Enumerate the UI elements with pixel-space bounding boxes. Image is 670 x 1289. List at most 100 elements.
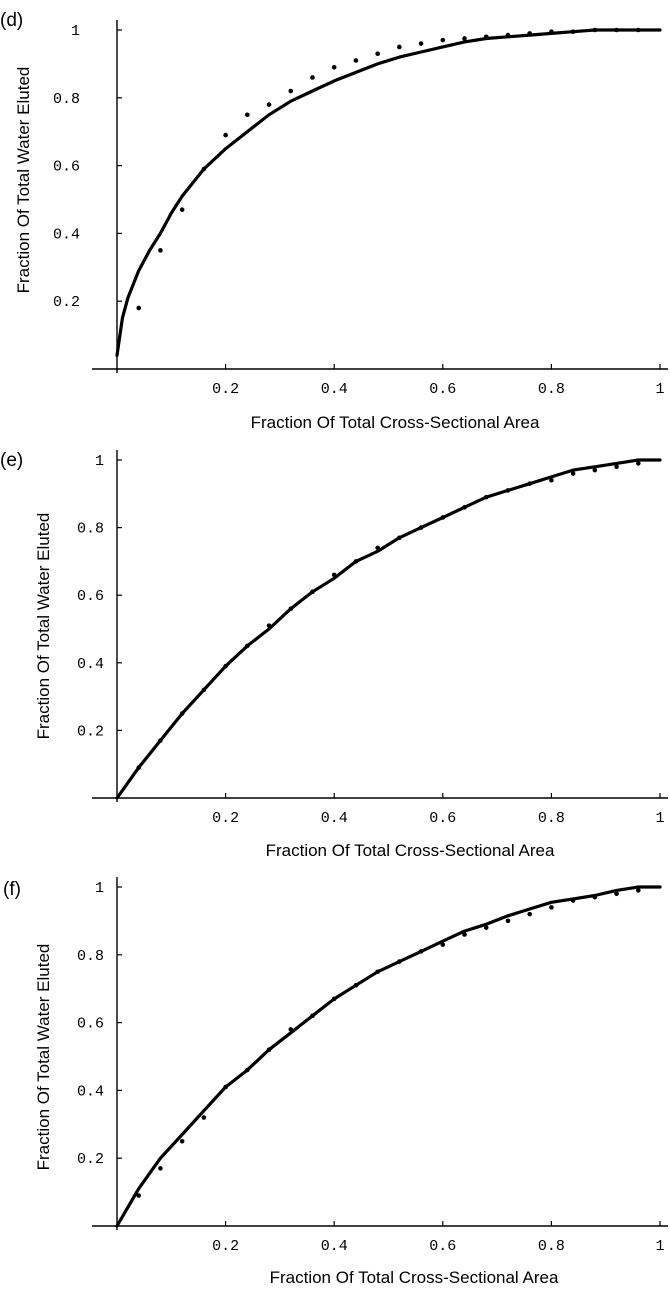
- x-tick-label: 0.8: [538, 810, 565, 827]
- y-tick-label: 1: [95, 453, 104, 470]
- data-point: [418, 41, 424, 46]
- y-tick-label: 0.4: [77, 1083, 104, 1100]
- data-point: [223, 132, 228, 138]
- data-point: [527, 31, 532, 36]
- data-point: [614, 27, 619, 33]
- data-point: [201, 1115, 207, 1120]
- data-point: [570, 29, 576, 34]
- fit-curve-line: [115, 28, 662, 357]
- data-point: [245, 643, 250, 649]
- chart-panel-0: (d) 0.2 0.4 0.6 0.8 1 0.2 0.4 0.6 0.8 1 Fraction Of…: [0, 10, 668, 432]
- y-tick-label: 0.2: [77, 1151, 104, 1168]
- data-point: [570, 898, 576, 903]
- data-point: [505, 32, 511, 38]
- data-point: [266, 102, 272, 107]
- x-tick-label: 0.2: [212, 1238, 239, 1255]
- data-point: [158, 248, 163, 253]
- data-point: [592, 467, 598, 473]
- y-tick-label: 0.8: [53, 91, 80, 108]
- data-point: [353, 559, 359, 564]
- x-axis-title: Fraction Of Total Cross-Sectional Area: [266, 841, 555, 860]
- fit-curve-line: [115, 885, 662, 1228]
- x-tick-label: 1: [655, 810, 664, 827]
- chart-panel-1: (e) 0.2 0.4 0.6 0.8 1 0.2 0.4 0.6 0.8 1 Fraction Of…: [0, 450, 668, 860]
- panel-label: (f): [3, 879, 21, 900]
- data-point: [592, 894, 598, 900]
- data-point: [549, 477, 554, 483]
- y-tick-label: 0.8: [77, 521, 104, 538]
- data-point: [462, 36, 467, 41]
- data-point: [462, 505, 467, 510]
- data-point: [418, 949, 424, 954]
- data-point: [635, 888, 641, 893]
- data-point: [440, 37, 446, 43]
- data-point: [353, 58, 359, 63]
- x-axis-title: Fraction Of Total Cross-Sectional Area: [270, 1268, 559, 1287]
- x-tick-label: 0.8: [538, 381, 565, 398]
- data-point: [310, 589, 315, 595]
- y-tick-label: 0.6: [77, 1016, 104, 1033]
- y-tick-label: 0.2: [77, 723, 104, 740]
- data-point: [614, 464, 619, 470]
- data-point: [353, 983, 359, 988]
- data-point: [179, 207, 185, 212]
- data-point: [549, 905, 554, 910]
- data-point: [310, 1013, 315, 1019]
- data-point: [614, 891, 619, 897]
- fit-curve-line: [115, 458, 662, 800]
- data-point: [592, 27, 598, 33]
- data-point: [310, 75, 315, 80]
- y-axis-title: Fraction Of Total Water Eluted: [14, 67, 33, 294]
- data-point: [505, 488, 511, 493]
- x-tick-label: 1: [655, 1238, 664, 1255]
- data-point: [158, 1166, 163, 1171]
- y-axis-title: Fraction Of Total Water Eluted: [34, 944, 53, 1171]
- y-tick-label: 0.6: [77, 588, 104, 605]
- chart-panel-2: (f) 0.2 0.4 0.6 0.8 1 0.2 0.4 0.6 0.8 1 Fraction Of…: [3, 877, 668, 1287]
- data-point: [331, 996, 337, 1002]
- x-tick-label: 0.6: [429, 810, 456, 827]
- data-point: [245, 112, 250, 118]
- data-point: [483, 34, 489, 40]
- data-point: [136, 305, 142, 311]
- x-tick-label: 0.4: [321, 810, 348, 827]
- data-point: [397, 959, 402, 964]
- x-axis-title: Fraction Of Total Cross-Sectional Area: [251, 413, 540, 432]
- data-point: [527, 911, 532, 917]
- x-tick-label: 1: [655, 381, 664, 398]
- data-point: [635, 461, 641, 466]
- data-point: [440, 515, 446, 520]
- data-point: [483, 494, 489, 500]
- x-tick-label: 0.4: [321, 381, 348, 398]
- data-point: [483, 925, 489, 930]
- data-point: [397, 535, 402, 541]
- data-point: [201, 166, 207, 172]
- panel-label: (e): [0, 450, 23, 471]
- data-point: [549, 29, 554, 34]
- data-point: [266, 1047, 272, 1053]
- y-tick-label: 0.8: [77, 948, 104, 965]
- data-point: [136, 1193, 142, 1198]
- data-point: [245, 1067, 250, 1073]
- data-point: [288, 606, 294, 612]
- x-tick-label: 0.4: [321, 1238, 348, 1255]
- data-point: [418, 525, 424, 530]
- data-point: [331, 572, 337, 578]
- data-point: [331, 64, 337, 70]
- data-point: [440, 942, 446, 947]
- data-point: [288, 1027, 294, 1032]
- x-tick-label: 0.6: [429, 381, 456, 398]
- x-tick-label: 0.6: [429, 1238, 456, 1255]
- data-point: [635, 27, 641, 33]
- x-tick-label: 0.2: [212, 810, 239, 827]
- data-point: [288, 88, 294, 94]
- data-point: [266, 623, 272, 628]
- data-point: [223, 663, 228, 669]
- y-tick-label: 1: [71, 23, 80, 40]
- data-point: [375, 969, 380, 975]
- y-tick-label: 0.2: [53, 294, 80, 311]
- data-point: [570, 471, 576, 476]
- data-point: [462, 932, 467, 937]
- data-point: [505, 918, 511, 924]
